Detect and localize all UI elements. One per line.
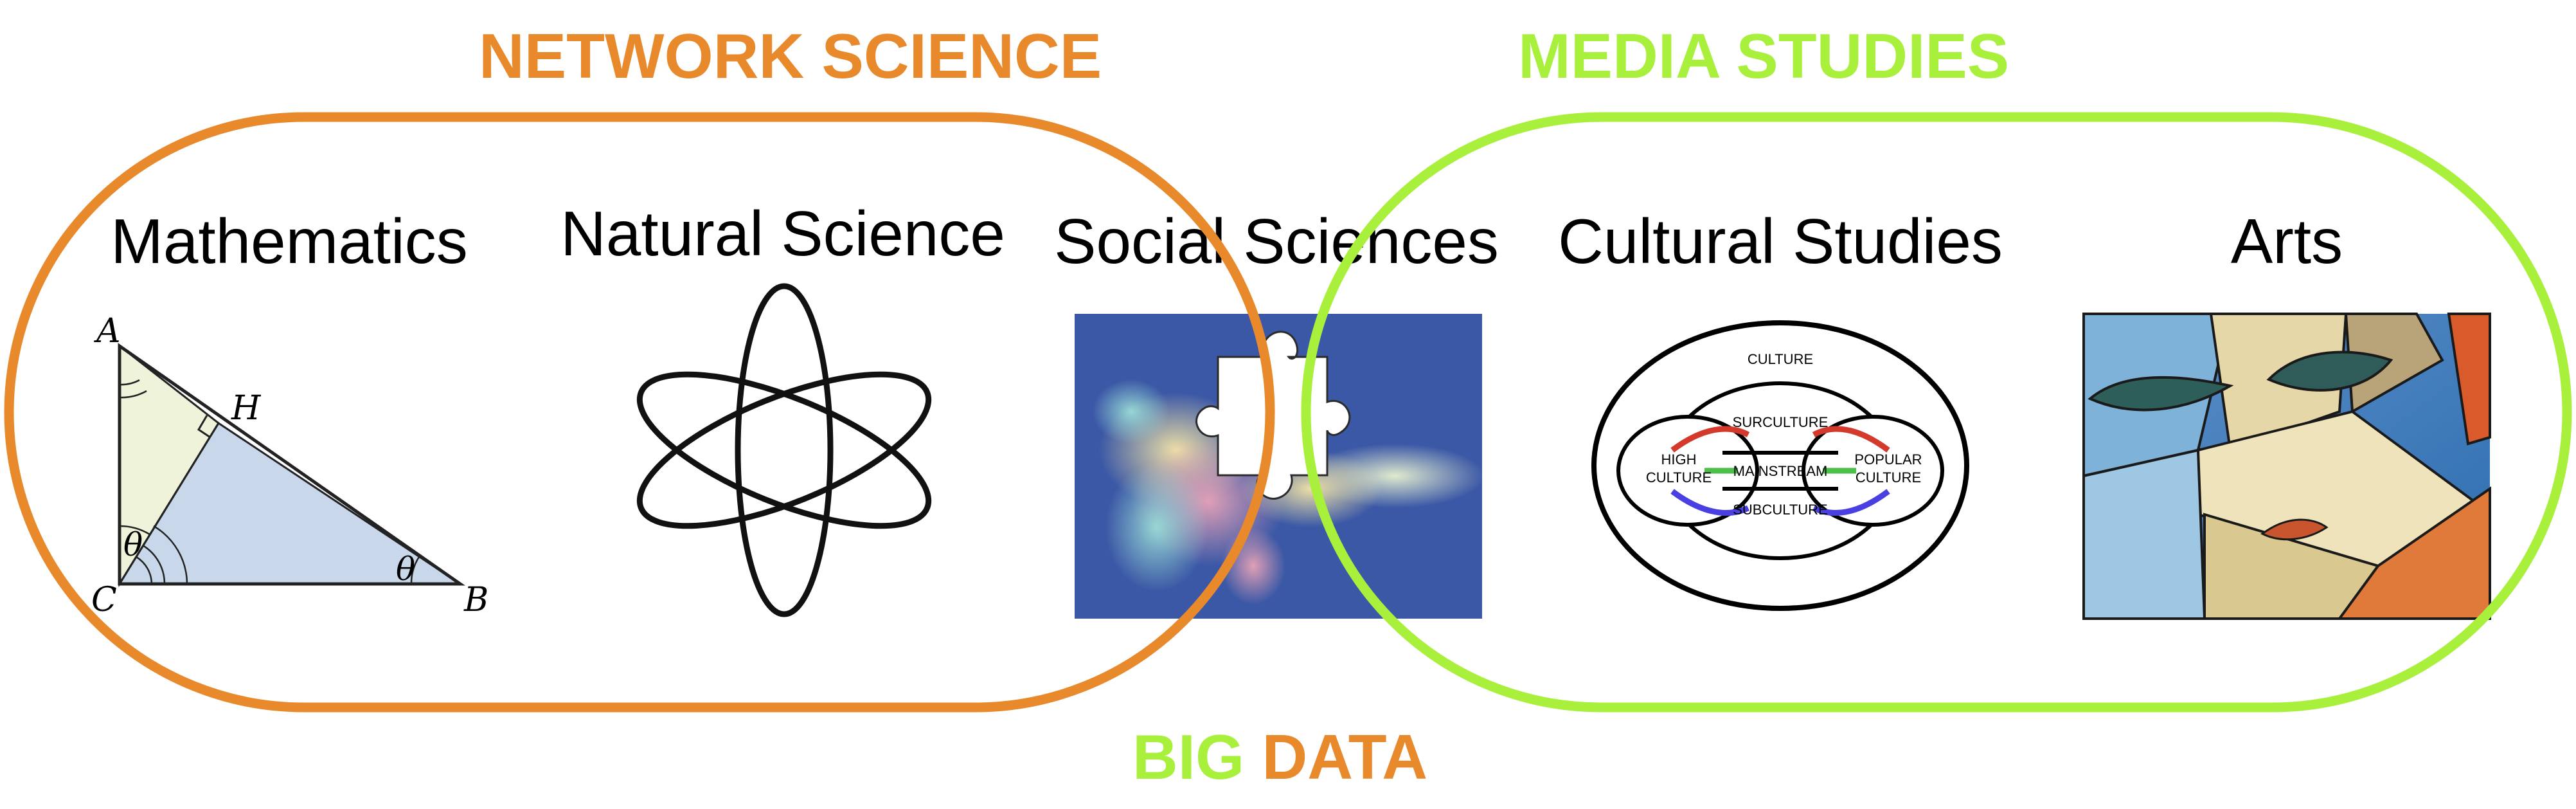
data-word: DATA [1262,722,1428,792]
vertex-a-label: A [94,312,121,350]
vertex-c-label: C [91,581,117,619]
network-science-heading: NETWORK SCIENCE [479,21,1102,91]
high-culture-text-1: HIGH [1661,451,1697,468]
network-science-outline [4,112,1275,713]
high-culture-text-2: CULTURE [1646,469,1712,486]
subculture-text: SUBCULTURE [1733,502,1828,518]
atom-icon [636,283,932,617]
vertex-h-label: H [231,389,262,428]
big-data-heading: BIG DATA [1132,725,1427,788]
natural-science-label: Natural Science [560,198,1005,269]
theta-b-label: θ [396,550,415,588]
popular-culture-text-2: CULTURE [1856,469,1921,486]
mainstream-text: MAINSTREAM [1733,463,1828,479]
media-studies-outline [1301,112,2572,713]
right-triangle-figure: A H C B θ θ [91,312,488,619]
social-sciences-label: Social Sciences [1054,206,1499,277]
abstract-painting-image [2082,313,2491,620]
culture-diagram: CULTURE SURCULTURE MAINSTREAM SUBCULTURE… [1591,320,1969,611]
surculture-text: SURCULTURE [1733,414,1829,430]
big-word: BIG [1132,722,1245,792]
popular-culture-text-1: POPULAR [1854,451,1922,468]
theta-c-label: θ [123,526,143,563]
arts-label: Arts [2230,206,2343,277]
media-studies-heading: MEDIA STUDIES [1518,21,2010,91]
vertex-b-label: B [463,581,488,619]
culture-text: CULTURE [1748,351,1813,367]
cultural-studies-label: Cultural Studies [1558,206,2003,277]
mathematics-label: Mathematics [111,206,468,277]
